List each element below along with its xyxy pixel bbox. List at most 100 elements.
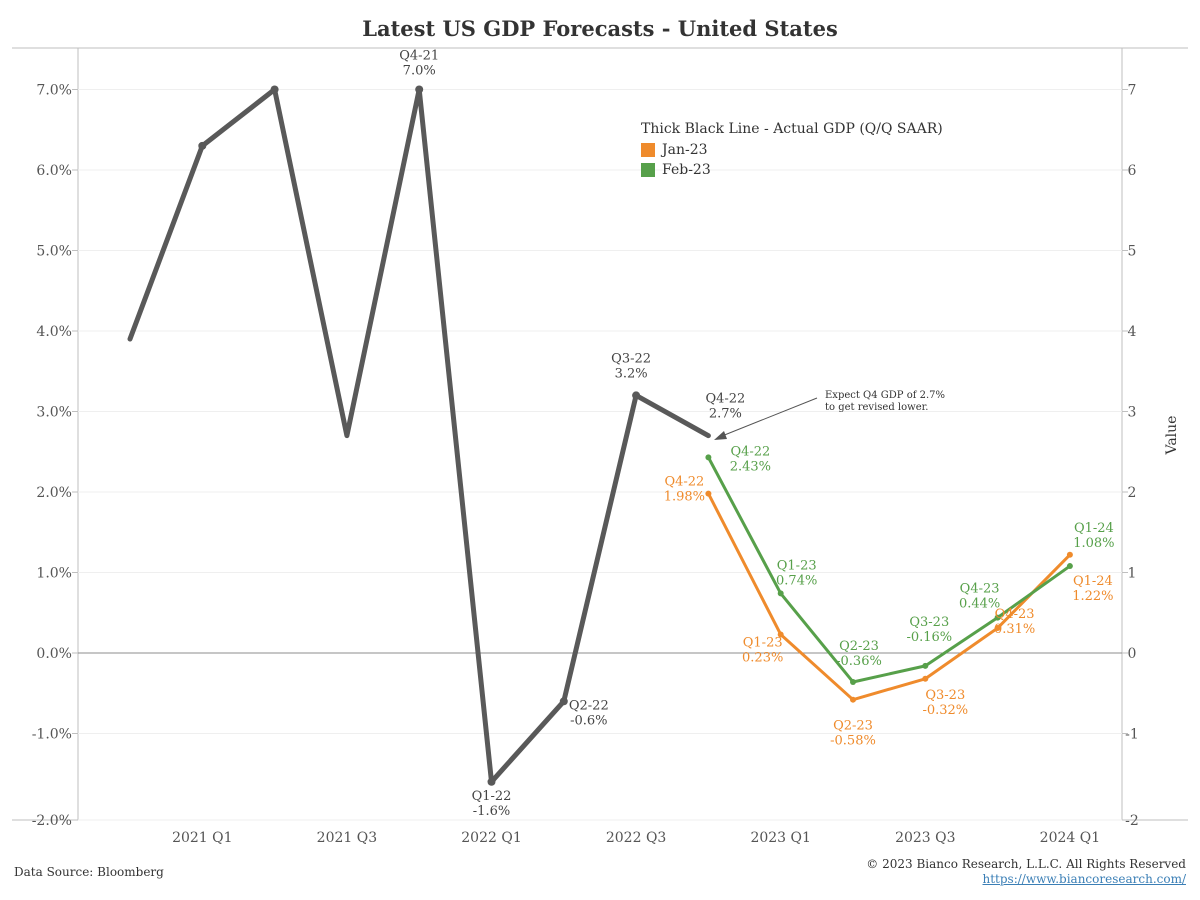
data-point	[922, 675, 929, 682]
jan-label-quarter: Q3-23	[925, 688, 965, 703]
jan-label-quarter: Q2-23	[833, 719, 873, 734]
website-link[interactable]: https://www.biancoresearch.com/	[982, 872, 1186, 886]
jan-label-value: 0.23%	[742, 650, 783, 665]
feb-label-value: 0.74%	[776, 573, 817, 588]
series-line-1	[706, 492, 1072, 702]
y-tick-label-right: 6	[1128, 163, 1137, 179]
data-point	[270, 85, 279, 94]
y-tick-label-right: 7	[1128, 83, 1137, 99]
y-tick-label-right: -1	[1125, 727, 1139, 743]
x-tick-label: 2022 Q1	[461, 830, 521, 846]
x-tick-label: 2023 Q3	[895, 830, 955, 846]
chart-title: Latest US GDP Forecasts - United States	[362, 16, 838, 41]
jan-label-value: 1.98%	[664, 490, 705, 505]
series-line-2	[706, 455, 1072, 684]
actual-label-quarter: Q1-22	[472, 789, 512, 804]
data-source: Data Source: Bloomberg	[14, 865, 164, 879]
data-point	[922, 662, 929, 669]
data-point	[850, 678, 856, 685]
data-point	[559, 697, 568, 706]
jan-label-quarter: Q4-22	[664, 475, 704, 490]
note-line-2: to get revised lower.	[825, 402, 928, 413]
data-point	[705, 490, 712, 497]
y-tick-label-right: -2	[1125, 813, 1139, 829]
x-tick-label: 2021 Q3	[317, 830, 377, 846]
labels-layer: Q4-217.0% Q1-22-1.6% Q2-22-0.6% Q3-223.2% Q4…	[399, 49, 1114, 819]
jan-label-quarter: Q4-23	[995, 607, 1035, 622]
legend-label-jan: Jan-23	[662, 142, 708, 158]
jan-label-quarter: Q1-23	[743, 635, 783, 650]
y-axis-title-right: Value	[1164, 416, 1180, 456]
y-tick-label-left: 2.0%	[36, 485, 72, 501]
footer-credits: © 2023 Bianco Research, L.L.C. All Right…	[866, 857, 1186, 887]
jan-label-quarter: Q1-24	[1073, 574, 1113, 589]
lines-layer	[127, 85, 1073, 786]
y-tick-label-right: 0	[1128, 646, 1137, 662]
data-point	[487, 777, 496, 786]
note-arrow-line	[721, 397, 818, 437]
y-tick-label-left: 0.0%	[36, 646, 72, 662]
x-tick-label: 2024 Q1	[1040, 830, 1100, 846]
jan-label-value: 0.31%	[994, 622, 1035, 637]
feb-label-quarter: Q1-24	[1074, 521, 1114, 536]
x-tick-label: 2023 Q1	[750, 830, 810, 846]
data-point	[198, 141, 207, 150]
actual-label-quarter: Q2-22	[569, 698, 609, 713]
y-tick-label-left: -1.0%	[32, 727, 72, 743]
jan-label-value: 1.22%	[1072, 589, 1113, 604]
y-tick-label-left: 1.0%	[36, 566, 72, 582]
actual-label-value: 7.0%	[403, 64, 436, 79]
feb-label-value: 1.08%	[1073, 536, 1114, 551]
feb-label-quarter: Q1-23	[777, 558, 817, 573]
data-point	[705, 454, 712, 461]
data-point	[632, 391, 641, 400]
y-tick-label-left: 3.0%	[36, 405, 72, 421]
data-point	[777, 631, 784, 638]
actual-label-quarter: Q4-21	[399, 49, 439, 64]
series-line-0	[127, 87, 711, 785]
feb-label-value: -0.16%	[906, 630, 952, 645]
feb-label-quarter: Q3-23	[909, 615, 949, 630]
y-tick-label-right: 2	[1128, 485, 1137, 501]
data-point	[415, 85, 424, 94]
note-line-1: Expect Q4 GDP of 2.7%	[825, 390, 945, 401]
data-point	[994, 625, 1001, 632]
legend-label-feb: Feb-23	[662, 162, 711, 178]
y-tick-label-right: 4	[1128, 324, 1137, 340]
data-point	[777, 590, 784, 597]
feb-label-quarter: Q2-23	[839, 639, 879, 654]
jan-label-value: -0.32%	[922, 703, 968, 718]
y-tick-label-left: 5.0%	[36, 244, 72, 260]
legend-item-feb: Feb-23	[641, 160, 943, 180]
feb-label-quarter: Q4-23	[960, 582, 1000, 597]
y-tick-label-right: 3	[1128, 405, 1137, 421]
actual-label-value: -1.6%	[473, 804, 510, 819]
y-tick-label-left: -2.0%	[32, 813, 72, 829]
actual-label-value: -0.6%	[570, 713, 607, 728]
data-point	[1066, 551, 1073, 558]
actual-label-quarter: Q4-22	[705, 392, 745, 407]
legend-swatch-feb	[641, 163, 655, 177]
actual-label-value: 2.7%	[709, 407, 742, 422]
feb-label-value: 2.43%	[730, 459, 771, 474]
y-tick-label-right: 1	[1128, 566, 1137, 582]
jan-label-value: -0.58%	[830, 734, 876, 749]
data-point	[994, 614, 1001, 621]
actual-label-value: 3.2%	[615, 366, 648, 381]
y-tick-label-left: 6.0%	[36, 163, 72, 179]
legend-item-jan: Jan-23	[641, 140, 943, 160]
note-arrow-head	[714, 431, 727, 440]
y-tick-label-left: 7.0%	[36, 83, 72, 99]
copyright-text: © 2023 Bianco Research, L.L.C. All Right…	[866, 857, 1186, 871]
y-tick-label-left: 4.0%	[36, 324, 72, 340]
feb-label-value: 0.44%	[959, 597, 1000, 612]
x-tick-label: 2021 Q1	[172, 830, 232, 846]
feb-label-quarter: Q4-22	[730, 444, 770, 459]
y-tick-label-right: 5	[1128, 244, 1137, 260]
legend-swatch-jan	[641, 143, 655, 157]
actual-label-quarter: Q3-22	[611, 351, 651, 366]
chart-legend: Thick Black Line - Actual GDP (Q/Q SAAR)…	[641, 121, 943, 180]
x-tick-label: 2022 Q3	[606, 830, 666, 846]
axes-layer: -2.0% -2 -1.0% -1 0.0% 0 1.0% 1 2.0% 2 3.0% 3 4.0% 4 5…	[12, 47, 1188, 846]
